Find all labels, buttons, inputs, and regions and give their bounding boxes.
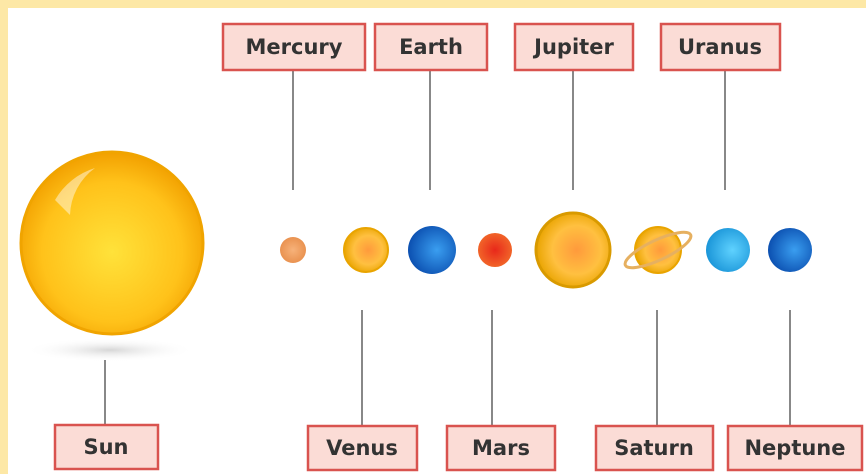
label: Sun — [83, 435, 128, 459]
neptune — [768, 228, 812, 272]
jupiter — [536, 213, 610, 287]
mars — [478, 233, 512, 267]
label: Mars — [472, 436, 530, 460]
uranus — [706, 228, 750, 272]
label: Saturn — [614, 436, 694, 460]
solar-system-diagram: Sun Mercury Venus Earth Mars Jupiter Sat… — [0, 0, 866, 474]
venus — [344, 228, 388, 272]
label: Earth — [399, 35, 463, 59]
label: Jupiter — [532, 35, 614, 59]
sun — [21, 152, 203, 334]
earth — [408, 226, 456, 274]
shadow — [25, 338, 195, 362]
mercury — [280, 237, 306, 263]
label: Uranus — [678, 35, 762, 59]
label: Neptune — [744, 436, 845, 460]
label: Mercury — [246, 35, 343, 59]
label: Venus — [326, 436, 398, 460]
